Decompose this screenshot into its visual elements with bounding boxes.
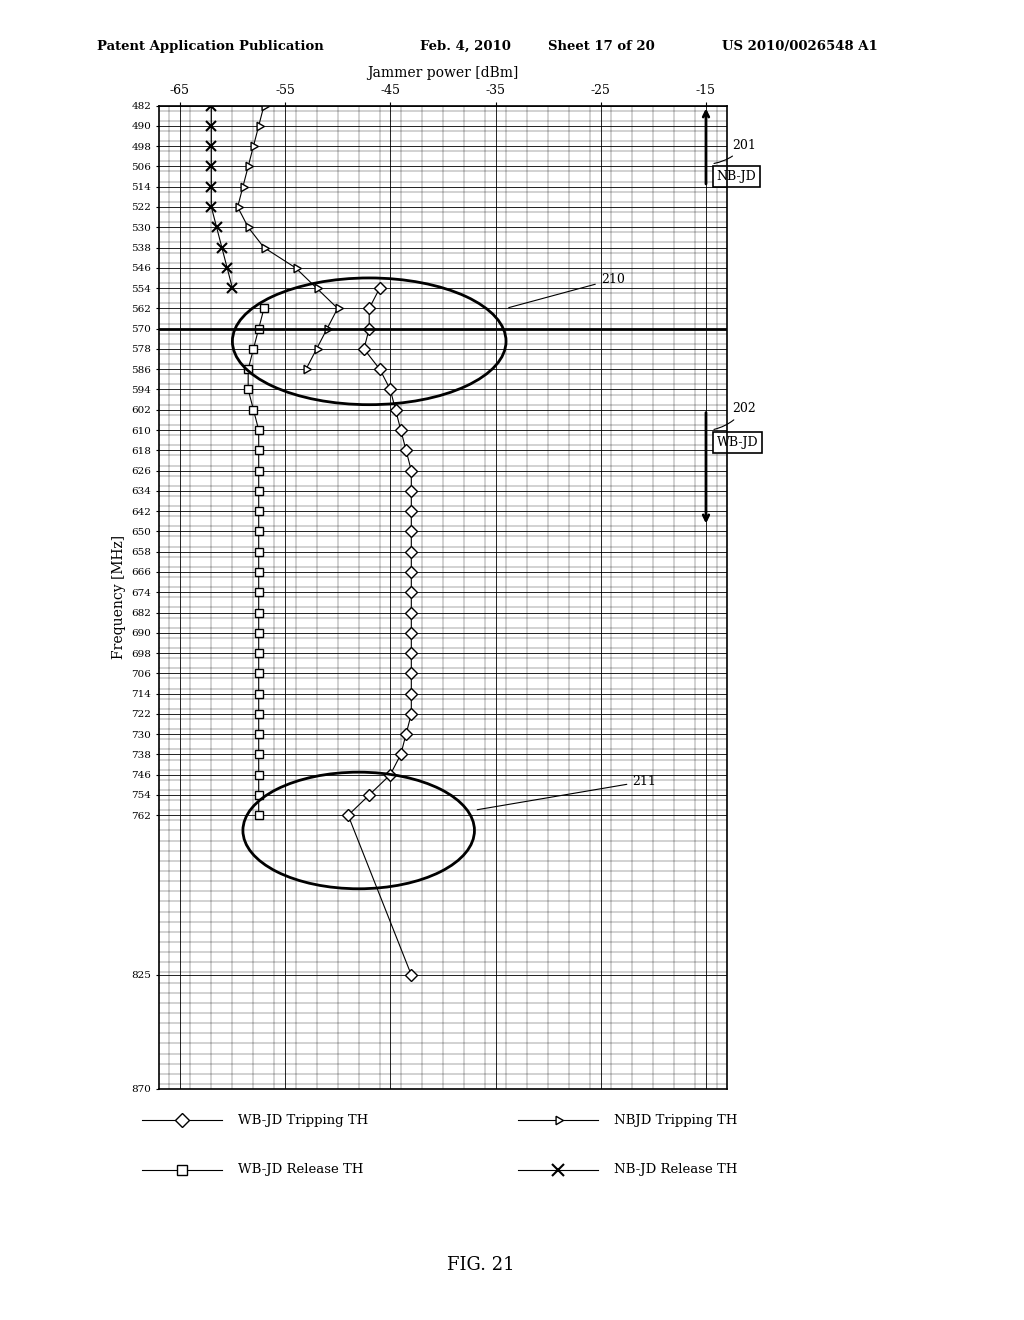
X-axis label: Jammer power [dBm]: Jammer power [dBm]: [368, 66, 518, 79]
Text: 211: 211: [477, 775, 656, 809]
Y-axis label: Frequency [MHz]: Frequency [MHz]: [112, 535, 126, 660]
Text: NBJD Tripping TH: NBJD Tripping TH: [613, 1114, 737, 1127]
Text: WB-JD Release TH: WB-JD Release TH: [239, 1163, 364, 1176]
Text: Sheet 17 of 20: Sheet 17 of 20: [548, 40, 654, 53]
Text: NB-JD: NB-JD: [717, 170, 757, 183]
Text: NB-JD Release TH: NB-JD Release TH: [613, 1163, 737, 1176]
Text: 202: 202: [714, 403, 756, 429]
Text: Patent Application Publication: Patent Application Publication: [97, 40, 324, 53]
Text: FIG. 21: FIG. 21: [447, 1255, 515, 1274]
Text: WB-JD Tripping TH: WB-JD Tripping TH: [239, 1114, 369, 1127]
Text: 210: 210: [509, 273, 625, 308]
Text: WB-JD: WB-JD: [717, 436, 758, 449]
Text: US 2010/0026548 A1: US 2010/0026548 A1: [722, 40, 878, 53]
Text: Feb. 4, 2010: Feb. 4, 2010: [420, 40, 511, 53]
Text: 201: 201: [714, 139, 756, 164]
